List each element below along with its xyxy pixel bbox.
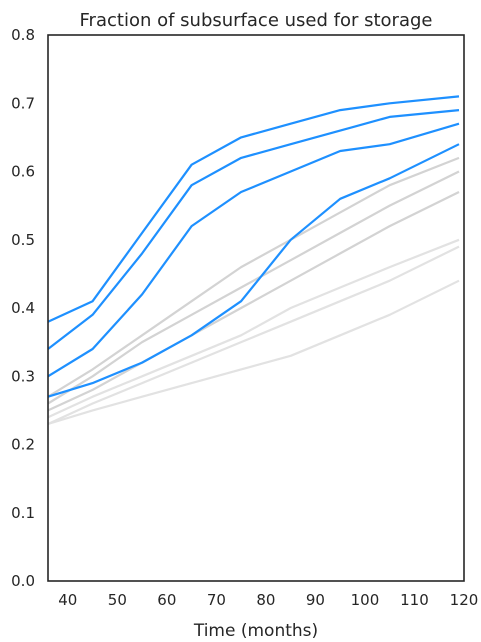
series-line-0-2 — [47, 238, 460, 419]
y-tick-label: 0.1 — [11, 504, 35, 522]
x-tick-label: 120 — [450, 591, 479, 609]
x-axis-label: Time (months) — [193, 621, 318, 641]
x-tick-label: 100 — [351, 591, 380, 609]
series-line-1-1 — [47, 170, 460, 405]
series-line-2-3 — [47, 95, 460, 323]
x-tick-label: 40 — [58, 591, 77, 609]
series-layer — [47, 95, 460, 426]
series-line-1-2 — [47, 156, 460, 398]
y-tick-label: 0.3 — [11, 367, 35, 385]
x-tick-label: 60 — [157, 591, 176, 609]
x-tick-label: 70 — [207, 591, 226, 609]
x-tick-label: 80 — [256, 591, 275, 609]
series-line-2-2 — [47, 109, 460, 350]
x-tick-label: 110 — [400, 591, 429, 609]
plot-frame — [47, 34, 465, 582]
y-tick-label: 0.2 — [11, 436, 35, 454]
chart-title: Fraction of subsurface used for storage — [80, 10, 433, 31]
series-line-0-1 — [47, 245, 460, 425]
x-tick-label: 90 — [306, 591, 325, 609]
x-tick-label: 50 — [108, 591, 127, 609]
y-tick-label: 0.7 — [11, 94, 35, 112]
y-tick-label: 0.0 — [11, 572, 35, 590]
series-line-2-0 — [47, 143, 460, 398]
series-line-0-0 — [47, 279, 460, 426]
series-line-2-1 — [47, 122, 460, 378]
y-tick-label: 0.8 — [11, 26, 35, 44]
series-line-1-0 — [47, 191, 460, 412]
y-tick-label: 0.6 — [11, 163, 35, 181]
y-tick-label: 0.4 — [11, 299, 35, 317]
y-tick-label: 0.5 — [11, 231, 35, 249]
tick-labels: 40 50 60 70 80 90 100 110 120 0.0 0.1 0.2 0.3 0.4 0.5 0… — [11, 26, 478, 609]
